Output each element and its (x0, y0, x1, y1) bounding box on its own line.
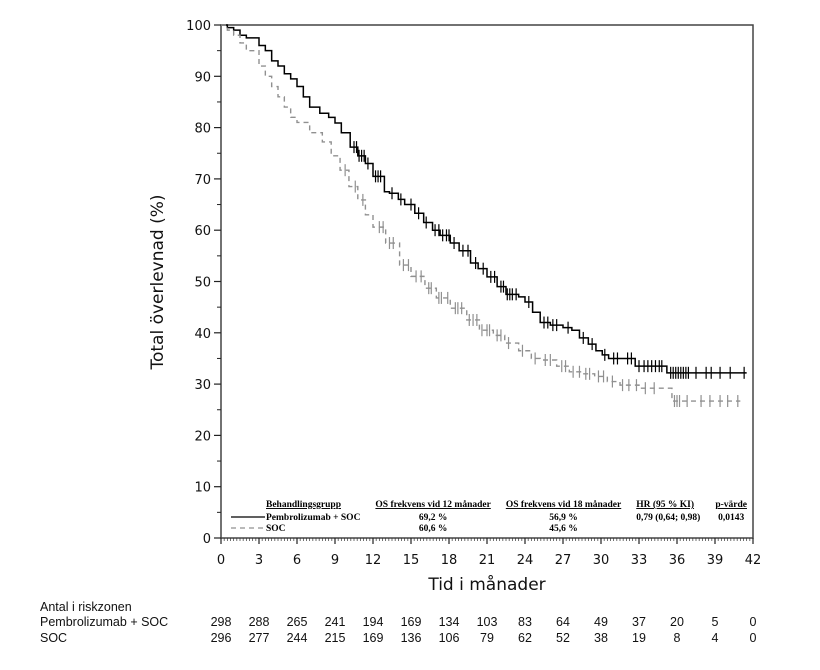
x-tick-label: 6 (293, 553, 301, 568)
x-tick-label: 27 (555, 553, 572, 568)
risk-count: 169 (400, 615, 422, 629)
y-tick-label: 40 (194, 327, 211, 342)
risk-count: 244 (286, 631, 308, 645)
x-tick-label: 3 (255, 553, 263, 568)
risk-count: 265 (286, 615, 308, 629)
y-tick-label: 0 (203, 532, 211, 547)
risk-count: 103 (476, 615, 498, 629)
x-tick-label: 36 (669, 553, 686, 568)
risk-count: 288 (248, 615, 270, 629)
legend-cell: Pembrolizumab + SOC (266, 513, 361, 523)
risk-count: 19 (632, 631, 646, 645)
curve-soc (221, 24, 741, 402)
plot-frame-group (220, 24, 754, 539)
risk-count: 5 (711, 615, 719, 629)
risk-count: 4 (711, 631, 719, 645)
legend-cell: 0,79 (0,64; 0,98) (636, 512, 700, 523)
legend-cell: 69,2 % (419, 513, 448, 523)
risk-count: 106 (438, 631, 460, 645)
risk-count: 64 (556, 615, 570, 629)
risk-count: 169 (362, 631, 384, 645)
y-tick-label: 100 (186, 19, 211, 34)
x-tick-label: 0 (217, 553, 225, 568)
y-tick-label: 10 (194, 481, 211, 496)
legend: Behandlingsgrupp OS frekvens vid 12 månad… (231, 499, 747, 534)
risk-count: 52 (556, 631, 570, 645)
x-tick-label: 9 (331, 553, 339, 568)
risk-count: 134 (438, 615, 460, 629)
x-tick-label: 39 (707, 553, 724, 568)
risk-table-title: Antal i riskzonen (40, 600, 132, 614)
x-axis-title: Tid i månader (427, 574, 545, 595)
y-tick-label: 60 (194, 224, 211, 239)
x-tick-label: 15 (403, 553, 420, 568)
x-tick-label: 30 (593, 553, 610, 568)
risk-count: 38 (594, 631, 608, 645)
legend-cell: 56,9 % (549, 513, 578, 523)
y-tick-label: 50 (194, 276, 211, 291)
risk-count: 8 (673, 631, 681, 645)
legend-header: p-värde (715, 500, 747, 510)
risk-count: 79 (480, 631, 494, 645)
risk-count: 277 (248, 631, 270, 645)
risk-count: 298 (210, 615, 232, 629)
legend-header: HR (95 % KI) (636, 499, 694, 510)
y-tick-label: 90 (194, 70, 211, 85)
risk-count: 296 (210, 631, 232, 645)
risk-count: 83 (518, 615, 532, 629)
risk-count: 194 (362, 615, 384, 629)
x-tick-label: 33 (631, 553, 648, 568)
risk-row-label-soc: SOC (40, 631, 68, 645)
legend-header: Behandlingsgrupp (266, 500, 341, 510)
risk-count: 0 (749, 631, 757, 645)
legend-cell: 0,0143 (718, 513, 744, 523)
legend-header: OS frekvens vid 12 månader (375, 499, 491, 510)
legend-header: OS frekvens vid 18 månader (506, 499, 622, 510)
y-tick-label: 30 (194, 378, 211, 393)
risk-count: 136 (400, 631, 422, 645)
legend-cell: SOC (266, 524, 286, 534)
y-tick-label: 20 (194, 429, 211, 444)
risk-count: 0 (749, 615, 757, 629)
risk-count: 241 (324, 615, 346, 629)
plot-frame (220, 24, 754, 539)
x-tick-label: 18 (441, 553, 458, 568)
x-tick-label: 42 (745, 553, 762, 568)
curves-group (221, 24, 747, 408)
y-tick-label: 80 (194, 122, 211, 137)
y-axis-title: Total överlevnad (%) (148, 194, 168, 370)
risk-count: 37 (632, 615, 646, 629)
x-tick-label: 21 (479, 553, 496, 568)
risk-count: 62 (518, 631, 532, 645)
risk-count: 49 (594, 615, 608, 629)
curve-pembrolizumab-soc (221, 24, 747, 374)
x-tick-label: 24 (517, 553, 534, 568)
legend-cell: 45,6 % (549, 524, 578, 534)
risk-row-label-pembro: Pembrolizumab + SOC (40, 615, 169, 629)
x-tick-label: 12 (365, 553, 382, 568)
y-tick-label: 70 (194, 173, 211, 188)
risk-count: 20 (670, 615, 684, 629)
risk-count: 215 (324, 631, 346, 645)
legend-cell: 60,6 % (419, 524, 448, 534)
